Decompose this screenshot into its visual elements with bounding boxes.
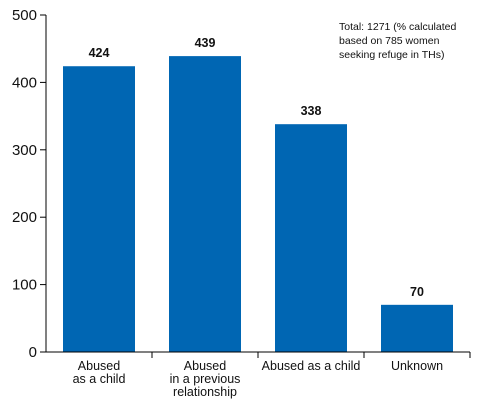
data-labels: 424 439 338 70 [89,36,424,299]
y-axis: 0 100 200 300 400 500 [12,7,47,361]
data-label: 424 [89,46,110,60]
y-tick-label: 300 [12,142,37,159]
x-axis: Abused as a child Abused in a previous relat… [46,351,471,399]
chart-annotation: Total: 1271 (% calculated based on 785 w… [339,21,457,61]
y-tick-label: 100 [12,277,37,294]
data-label: 338 [301,104,322,118]
bar [63,66,135,352]
y-tick-label: 400 [12,74,37,91]
y-tick-label: 200 [12,209,37,226]
x-tick-label: Abused as a child [262,359,361,373]
y-tick-label: 500 [12,7,37,24]
data-label: 70 [410,285,424,299]
bar [169,56,241,352]
bar [275,124,347,352]
bars [63,56,453,352]
x-tick-label: Abused as a child [73,359,126,386]
x-tick-label: Abused in a previous relationship [170,359,241,399]
data-label: 439 [195,36,216,50]
y-tick-label: 0 [29,344,37,361]
x-tick-label: Unknown [391,359,443,373]
bar [381,304,453,352]
